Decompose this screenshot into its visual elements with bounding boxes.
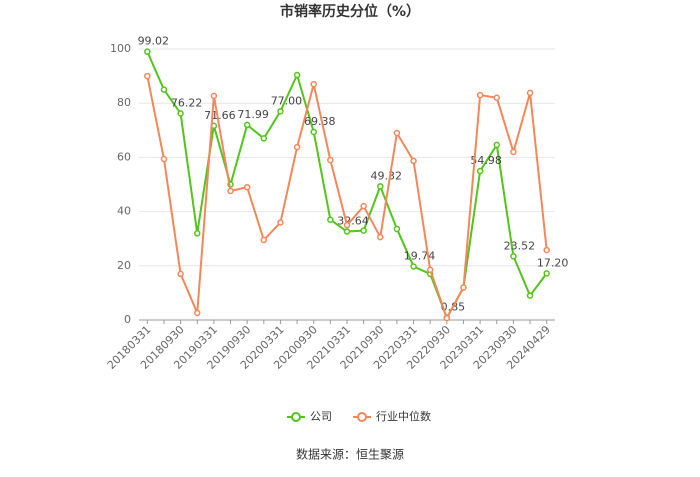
data-point bbox=[277, 219, 284, 226]
legend-label: 行业中位数 bbox=[376, 409, 431, 423]
data-point bbox=[460, 284, 467, 291]
data-label: 19.74 bbox=[404, 250, 436, 263]
data-label: 32.64 bbox=[337, 215, 369, 228]
data-point bbox=[393, 225, 401, 233]
data-label: 71.99 bbox=[237, 108, 269, 121]
data-point bbox=[526, 89, 534, 97]
source-note: 数据来源：恒生聚源 bbox=[296, 447, 404, 462]
data-point bbox=[293, 143, 301, 151]
data-point bbox=[243, 121, 251, 129]
data-point bbox=[343, 228, 351, 235]
y-tick-label: 80 bbox=[117, 96, 131, 109]
data-label: 71.66 bbox=[204, 109, 236, 122]
data-point bbox=[360, 202, 367, 210]
y-tick-label: 0 bbox=[124, 313, 131, 326]
data-point bbox=[343, 221, 351, 229]
data-label: 77.00 bbox=[271, 94, 303, 107]
legend-icon bbox=[357, 412, 367, 422]
data-point bbox=[310, 128, 317, 136]
data-point bbox=[160, 86, 168, 93]
data-point bbox=[144, 48, 151, 55]
data-point bbox=[443, 314, 451, 322]
data-point bbox=[144, 72, 151, 80]
data-point bbox=[493, 94, 501, 102]
data-label: 23.52 bbox=[504, 239, 536, 252]
data-point bbox=[360, 227, 367, 234]
data-point bbox=[177, 270, 184, 278]
chart-title: 市销率历史分位（%） bbox=[280, 3, 420, 20]
data-point bbox=[510, 253, 517, 260]
data-point bbox=[193, 309, 201, 317]
data-point bbox=[193, 230, 201, 237]
data-point bbox=[526, 292, 534, 299]
legend-label: 公司 bbox=[310, 410, 332, 423]
data-label: 54.98 bbox=[470, 154, 502, 167]
data-point bbox=[393, 129, 401, 137]
data-point bbox=[410, 263, 417, 270]
data-point bbox=[377, 233, 384, 241]
data-point bbox=[260, 135, 268, 142]
data-point bbox=[543, 270, 550, 277]
data-point bbox=[476, 91, 484, 99]
data-point bbox=[377, 183, 384, 190]
y-tick-label: 20 bbox=[117, 259, 131, 272]
data-point bbox=[227, 187, 234, 195]
data-point bbox=[243, 183, 251, 191]
data-label: 49.32 bbox=[371, 169, 403, 182]
y-tick-label: 100 bbox=[110, 42, 131, 55]
data-point bbox=[410, 157, 417, 165]
data-point bbox=[327, 156, 334, 164]
data-label: 69.38 bbox=[304, 115, 336, 128]
data-point bbox=[426, 266, 434, 274]
data-point bbox=[277, 108, 284, 115]
data-point bbox=[543, 246, 550, 254]
data-point bbox=[160, 155, 168, 163]
data-point bbox=[210, 92, 218, 100]
data-label: 99.02 bbox=[138, 35, 170, 48]
legend-icon bbox=[291, 412, 301, 422]
data-point bbox=[476, 167, 484, 175]
data-point bbox=[510, 148, 517, 156]
y-tick-label: 60 bbox=[117, 150, 131, 163]
data-label: 17.20 bbox=[537, 256, 569, 269]
data-point bbox=[327, 216, 334, 223]
data-point bbox=[493, 141, 501, 149]
data-point bbox=[293, 71, 301, 79]
data-point bbox=[177, 110, 184, 117]
data-point bbox=[260, 236, 268, 244]
y-tick-label: 40 bbox=[117, 205, 131, 218]
data-label: 76.22 bbox=[171, 96, 203, 109]
data-point bbox=[310, 80, 317, 88]
